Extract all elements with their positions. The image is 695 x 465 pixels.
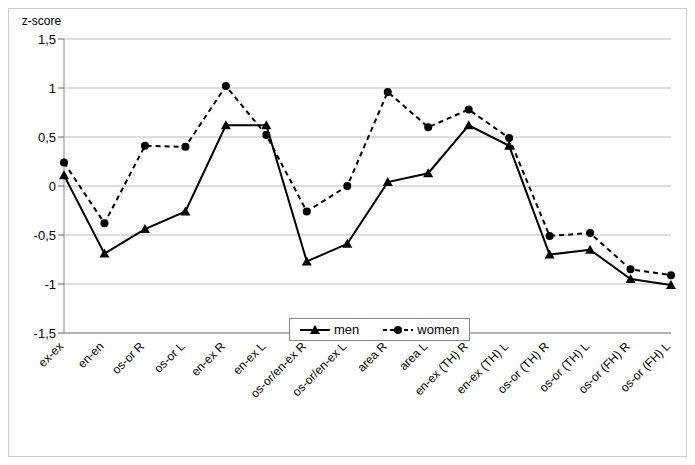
svg-text:os-or L: os-or L xyxy=(151,339,188,376)
html-text:women: women xyxy=(417,322,460,337)
svg-text:-0,5: -0,5 xyxy=(34,228,56,243)
svg-text:os-or/en-ex R: os-or/en-ex R xyxy=(247,339,309,401)
svg-text:1: 1 xyxy=(49,81,56,96)
svg-text:ex-ex: ex-ex xyxy=(35,339,66,370)
svg-text:en-en: en-en xyxy=(75,339,107,371)
svg-text:os-or (FH) R: os-or (FH) R xyxy=(575,339,633,397)
svg-text:0,5: 0,5 xyxy=(38,130,56,145)
svg-text:os-or (TH) L: os-or (TH) L xyxy=(536,339,593,395)
svg-text:os-or R: os-or R xyxy=(109,339,147,377)
svg-text:1,5: 1,5 xyxy=(38,32,56,47)
svg-text:z-score: z-score xyxy=(22,14,62,28)
svg-text:-1,5: -1,5 xyxy=(34,326,56,341)
svg-text:0: 0 xyxy=(49,179,56,194)
svg-text:area L: area L xyxy=(396,339,430,373)
svg-text:area R: area R xyxy=(354,339,390,375)
svg-text:en-ex L: en-ex L xyxy=(230,339,268,377)
svg-text:os-or (FH) L: os-or (FH) L xyxy=(617,339,673,395)
svg-text:en-ex (TH) L: en-ex (TH) L xyxy=(453,339,512,397)
html-text:men: men xyxy=(334,322,360,337)
svg-text:os-or/en-ex L: os-or/en-ex L xyxy=(289,339,349,399)
svg-text:en-ex R: en-ex R xyxy=(188,339,228,379)
svg-text:en-ex (TH) R: en-ex (TH) R xyxy=(411,339,471,399)
svg-text:os-or (TH) R: os-or (TH) R xyxy=(494,339,552,397)
svg-text:-1: -1 xyxy=(44,277,56,292)
